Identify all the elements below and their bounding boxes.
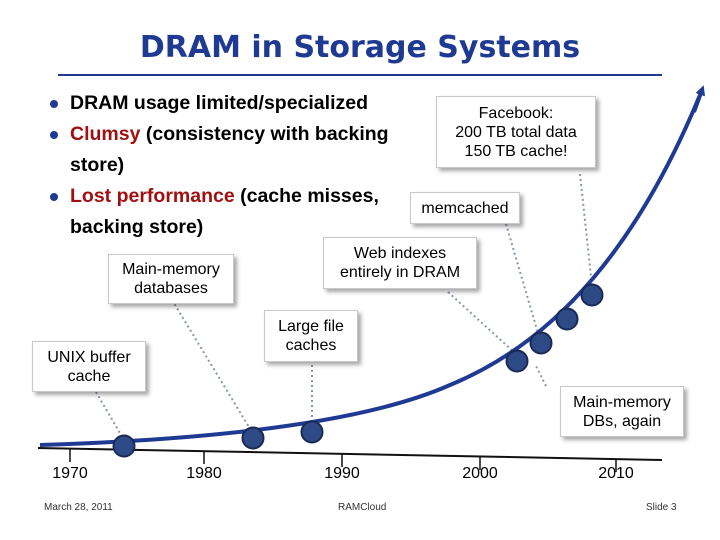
bullet-2: Clumsy (consistency with backing store) bbox=[48, 119, 448, 181]
connector-main-memory-databases bbox=[171, 299, 253, 433]
callout-unix-buffer-cache-text: UNIX buffer cache bbox=[47, 348, 131, 385]
callout-main-memory-databases-text: Main-memory databases bbox=[122, 261, 220, 297]
timeline-axis bbox=[37, 447, 663, 461]
node-main-memory-dbs-again bbox=[555, 307, 579, 331]
bullet-3: Lost performance (cache misses, backing … bbox=[48, 181, 448, 243]
bullet-1-text: DRAM usage limited/specialized bbox=[70, 92, 368, 114]
timeline-ticks bbox=[69, 449, 617, 472]
node-unix-buffer-cache bbox=[112, 434, 136, 458]
callout-web-indexes: Web indexes entirely in DRAM bbox=[323, 237, 477, 289]
year-label-1990: 1990 bbox=[324, 465, 360, 482]
bullet-dot bbox=[50, 100, 58, 108]
year-label-1970: 1970 bbox=[52, 465, 88, 482]
callout-unix-buffer-cache: UNIX buffer cache bbox=[32, 341, 146, 392]
title-rule bbox=[58, 74, 662, 76]
callout-main-memory-databases: Main-memory databases bbox=[108, 254, 234, 304]
year-label-2000: 2000 bbox=[462, 465, 498, 482]
callout-memcached: memcached bbox=[410, 192, 520, 224]
callout-main-memory-dbs-again: Main-memory DBs, again bbox=[560, 386, 684, 437]
callout-facebook-line2: 200 TB total data bbox=[455, 123, 577, 141]
footer-date: March 28, 2011 bbox=[44, 502, 113, 513]
bullet-dot bbox=[50, 193, 58, 201]
callout-facebook: Facebook: 200 TB total data 150 TB cache… bbox=[436, 96, 596, 168]
growth-curve bbox=[39, 94, 702, 447]
footer-slide-number: Slide 3 bbox=[646, 502, 677, 513]
bullet-2-text: (consistency with backing store) bbox=[70, 123, 389, 176]
connector-unix bbox=[95, 391, 125, 441]
connector-main-memory-dbs-again bbox=[535, 365, 547, 387]
node-main-memory-databases bbox=[241, 426, 265, 450]
footer-center: RAMCloud bbox=[338, 502, 387, 513]
connector-web-indexes bbox=[447, 291, 517, 355]
callout-web-indexes-text: Web indexes entirely in DRAM bbox=[339, 245, 461, 281]
node-facebook bbox=[580, 283, 604, 307]
bullet-3-highlight: Lost performance bbox=[70, 185, 235, 207]
year-label-1980: 1980 bbox=[186, 465, 222, 482]
year-label-2010: 2010 bbox=[598, 465, 634, 482]
callout-large-file-caches-text: Large file caches bbox=[278, 318, 344, 354]
connector-facebook bbox=[579, 173, 593, 287]
bullet-list: DRAM usage limited/specialized Clumsy (c… bbox=[48, 88, 448, 243]
bullet-1: DRAM usage limited/specialized bbox=[48, 88, 448, 119]
bullet-2-highlight: Clumsy bbox=[70, 123, 141, 145]
callout-memcached-text: memcached bbox=[421, 199, 509, 217]
callout-large-file-caches: Large file caches bbox=[264, 310, 358, 362]
callout-facebook-line3: 150 TB cache! bbox=[464, 142, 568, 160]
callout-facebook-line1: Facebook: bbox=[478, 104, 554, 122]
node-large-file-caches bbox=[300, 420, 324, 444]
node-web-indexes bbox=[505, 349, 529, 373]
bullet-dot bbox=[50, 131, 58, 139]
connector-memcached bbox=[505, 223, 541, 341]
growth-arrow-head bbox=[692, 85, 705, 113]
bullet-3-text: (cache misses, backing store) bbox=[70, 185, 379, 238]
node-memcached bbox=[529, 331, 553, 355]
slide-title: DRAM in Storage Systems bbox=[139, 30, 581, 65]
callout-main-memory-dbs-again-text: Main-memory DBs, again bbox=[573, 393, 671, 430]
